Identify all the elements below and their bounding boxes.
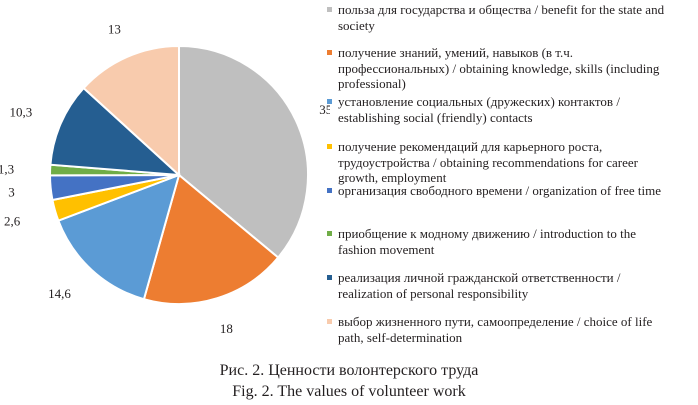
legend-item-7: реализация личной гражданской ответствен…	[325, 270, 670, 301]
pie-value-label-7: 10,3	[9, 104, 32, 119]
legend-swatch	[327, 231, 332, 236]
legend-item-2: получение знаний, умений, навыков (в т.ч…	[325, 45, 670, 92]
pie-value-label-4: 2,6	[4, 213, 21, 228]
pie-slices	[48, 44, 309, 305]
pie-slice-8	[82, 44, 180, 178]
legend-item-6: приобщение к модному движению / introduc…	[325, 226, 670, 257]
pie-value-label-1: 35,4	[319, 102, 330, 117]
legend-label: получение знаний, умений, навыков (в т.ч…	[338, 45, 660, 91]
pie-value-label-3: 14,6	[48, 286, 71, 301]
pie-value-label-6: 1,3	[0, 162, 14, 177]
legend-swatch	[327, 188, 332, 193]
caption-russian: Рис. 2. Ценности волонтерского труда	[219, 362, 479, 379]
legend-label: выбор жизненного пути, самоопределение /…	[338, 314, 653, 345]
legend-item-4: получение рекомендаций для карьерного ро…	[325, 139, 670, 186]
legend-item-5: организация свободного времени / organiz…	[325, 183, 670, 199]
legend-swatch	[327, 319, 332, 324]
pie-value-label-5: 3	[8, 184, 15, 199]
pie-slice-1	[178, 44, 309, 259]
pie-slice-2	[142, 173, 280, 305]
legend-label: установление социальных (дружеских) конт…	[338, 94, 620, 125]
legend-label: организация свободного времени / organiz…	[338, 183, 662, 198]
legend-label: польза для государства и общества / bene…	[338, 2, 665, 33]
pie-value-label-8: 13	[108, 22, 121, 37]
figure-caption: Рис. 2. Ценности волонтерского труда Fig…	[0, 360, 698, 402]
pie-value-label-2: 18	[220, 321, 233, 336]
legend-label: реализация личной гражданской ответствен…	[338, 270, 621, 301]
legend-swatch	[327, 50, 332, 55]
legend-label: приобщение к модному движению / introduc…	[338, 226, 637, 257]
legend-swatch	[327, 7, 332, 12]
pie-value-labels: 35,4 18 14,6 2,6 3 1,3 10,3 13	[0, 22, 330, 336]
legend-item-8: выбор жизненного пути, самоопределение /…	[325, 314, 670, 345]
legend-swatch	[327, 275, 332, 280]
legend-item-1: польза для государства и общества / bene…	[325, 2, 670, 33]
legend-swatch	[327, 99, 332, 104]
caption-english: Fig. 2. The values of volunteer work	[232, 383, 466, 400]
pie-slice-3	[57, 173, 181, 301]
legend-swatch	[327, 144, 332, 149]
pie-chart: 35,4 18 14,6 2,6 3 1,3 10,3 13	[0, 22, 330, 336]
legend-item-3: установление социальных (дружеских) конт…	[325, 94, 670, 125]
pie-slice-7	[49, 86, 182, 177]
legend-label: получение рекомендаций для карьерного ро…	[338, 139, 639, 185]
